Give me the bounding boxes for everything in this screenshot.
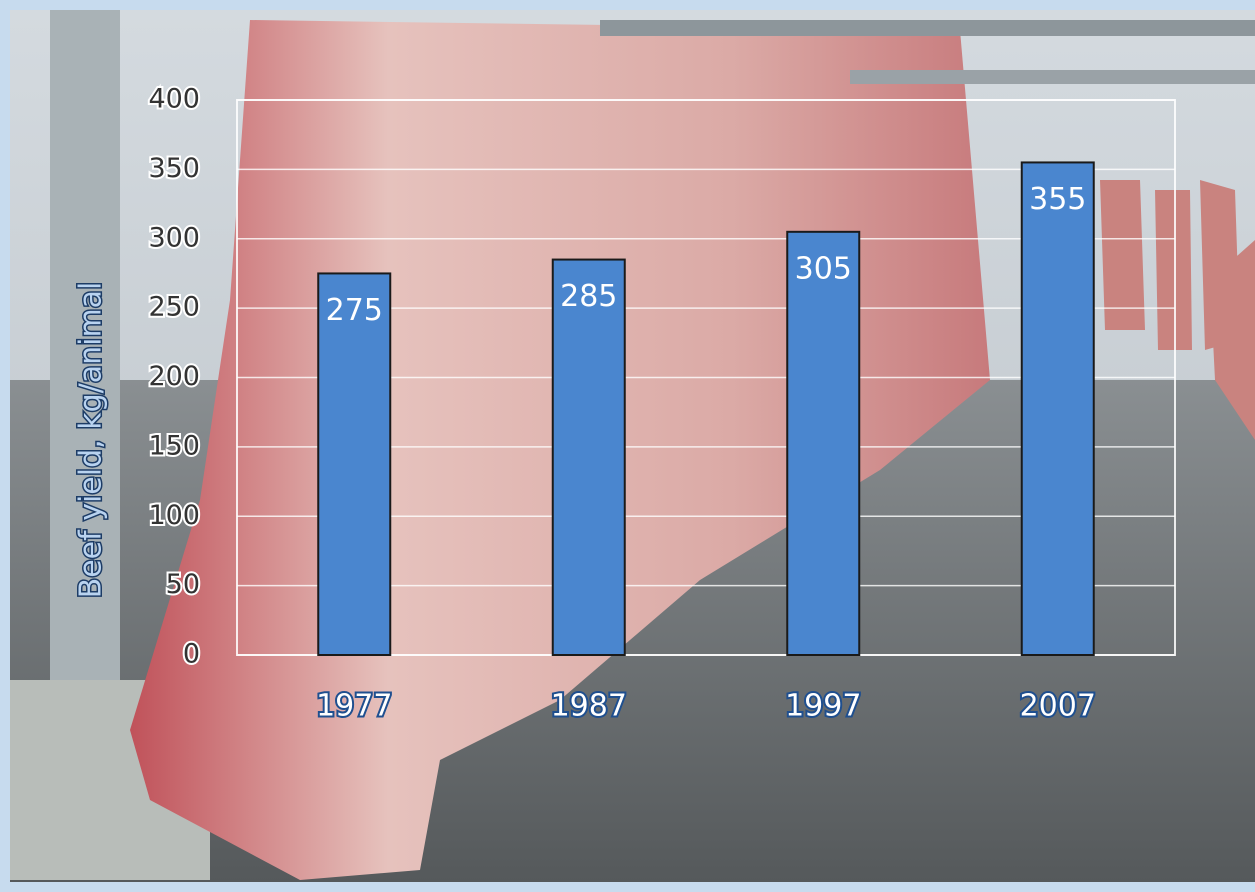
value-label: 355 — [1029, 182, 1086, 217]
y-axis-title: Beef yield, kg/animal — [74, 282, 109, 599]
y-tick-label: 100 — [148, 500, 200, 531]
y-tick-label: 0 — [183, 639, 200, 670]
x-tick-label: 1997 — [785, 689, 861, 724]
value-label: 275 — [326, 293, 383, 328]
value-label: 305 — [795, 251, 852, 286]
y-tick-label: 200 — [148, 361, 200, 392]
y-tick-label: 50 — [166, 569, 200, 600]
x-tick-label: 1987 — [551, 689, 627, 724]
bar — [553, 260, 625, 655]
value-label: 285 — [560, 279, 617, 314]
bar — [318, 273, 390, 655]
x-tick-label: 1977 — [316, 689, 392, 724]
y-tick-label: 350 — [148, 153, 200, 184]
y-tick-label: 400 — [148, 84, 200, 115]
y-tick-label: 250 — [148, 292, 200, 323]
x-tick-label: 2007 — [1020, 689, 1096, 724]
y-tick-label: 150 — [148, 430, 200, 461]
bar — [1022, 162, 1094, 655]
y-tick-label: 300 — [148, 222, 200, 253]
bar — [787, 232, 859, 655]
chart: Beef yield, kg/animal 0 50 100 150 200 250 300… — [0, 0, 1255, 892]
